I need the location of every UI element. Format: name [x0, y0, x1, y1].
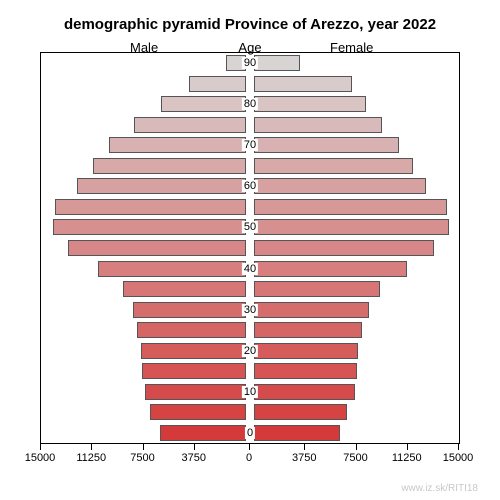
age-row-85 — [41, 76, 459, 92]
y-tick-30: 30 — [242, 304, 258, 316]
age-row-15 — [41, 363, 459, 379]
x-tick-mark — [356, 444, 357, 450]
male-bar-70 — [109, 137, 246, 153]
male-bar-65 — [93, 158, 246, 174]
x-tick-mark — [458, 444, 459, 450]
male-bar-55 — [55, 199, 246, 215]
female-bar-10 — [254, 384, 355, 400]
y-tick-20: 20 — [242, 345, 258, 357]
female-bar-55 — [254, 199, 447, 215]
female-bar-0 — [254, 425, 340, 441]
x-tick-label: 15000 — [25, 452, 56, 464]
female-bar-35 — [254, 281, 380, 297]
female-bar-20 — [254, 343, 358, 359]
x-tick-mark — [143, 444, 144, 450]
age-row-75 — [41, 117, 459, 133]
watermark: www.iz.sk/RITI18 — [401, 483, 478, 494]
female-bar-40 — [254, 261, 407, 277]
female-bar-30 — [254, 302, 369, 318]
x-axis: 1500011250750037500375075001125015000 — [40, 444, 460, 484]
y-tick-50: 50 — [242, 221, 258, 233]
y-tick-40: 40 — [242, 263, 258, 275]
x-tick-mark — [91, 444, 92, 450]
x-tick-label: 7500 — [343, 452, 367, 464]
male-bar-45 — [68, 240, 246, 256]
y-tick-60: 60 — [242, 180, 258, 192]
male-bar-35 — [123, 281, 246, 297]
male-bar-50 — [53, 219, 246, 235]
male-bar-20 — [141, 343, 246, 359]
age-row-45 — [41, 240, 459, 256]
y-tick-90: 90 — [242, 57, 258, 69]
male-bar-80 — [161, 96, 246, 112]
female-bar-15 — [254, 363, 357, 379]
x-tick-label: 11250 — [76, 452, 106, 464]
female-bar-75 — [254, 117, 382, 133]
male-bar-85 — [189, 76, 246, 92]
female-bar-60 — [254, 178, 426, 194]
x-tick-mark — [407, 444, 408, 450]
female-bar-65 — [254, 158, 413, 174]
age-row-55 — [41, 199, 459, 215]
age-row-65 — [41, 158, 459, 174]
x-tick-mark — [304, 444, 305, 450]
x-tick-label: 15000 — [443, 452, 474, 464]
x-tick-mark — [194, 444, 195, 450]
female-bar-45 — [254, 240, 434, 256]
age-row-35 — [41, 281, 459, 297]
male-bar-15 — [142, 363, 246, 379]
male-bar-25 — [137, 322, 246, 338]
female-bar-50 — [254, 219, 449, 235]
male-bar-30 — [133, 302, 246, 318]
age-row-5 — [41, 404, 459, 420]
female-bar-5 — [254, 404, 347, 420]
female-bar-90 — [254, 55, 300, 71]
male-bar-60 — [77, 178, 246, 194]
plot-area: 0 10 20 30 40 50 60 70 80 90 — [40, 52, 460, 444]
male-bar-75 — [134, 117, 246, 133]
x-tick-label: 3750 — [182, 452, 206, 464]
chart-title: demographic pyramid Province of Arezzo, … — [0, 16, 500, 33]
male-bar-0 — [160, 425, 246, 441]
female-bar-25 — [254, 322, 362, 338]
x-tick-mark — [249, 444, 250, 450]
age-row-25 — [41, 322, 459, 338]
x-tick-label: 11250 — [392, 452, 422, 464]
x-tick-label: 0 — [246, 452, 252, 464]
male-bar-5 — [150, 404, 246, 420]
y-tick-80: 80 — [242, 98, 258, 110]
female-bar-70 — [254, 137, 399, 153]
x-tick-label: 7500 — [130, 452, 154, 464]
y-tick-10: 10 — [242, 386, 258, 398]
y-tick-0: 0 — [245, 427, 255, 439]
female-bar-80 — [254, 96, 366, 112]
pyramid-chart: demographic pyramid Province of Arezzo, … — [0, 0, 500, 500]
male-bar-10 — [145, 384, 246, 400]
male-bar-40 — [98, 261, 246, 277]
x-tick-label: 3750 — [292, 452, 316, 464]
female-bar-85 — [254, 76, 352, 92]
y-tick-70: 70 — [242, 139, 258, 151]
x-tick-mark — [40, 444, 41, 450]
